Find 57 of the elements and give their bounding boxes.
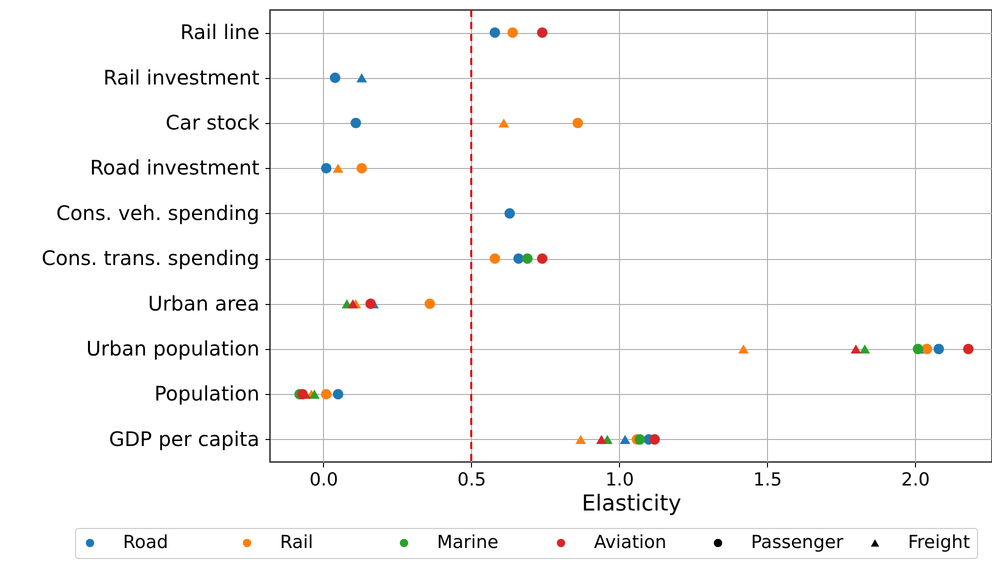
point bbox=[572, 118, 583, 128]
x-tick-label: 0.5 bbox=[457, 470, 486, 490]
y-tick-label: Rail investment bbox=[103, 65, 260, 90]
y-tick-label: GDP per capita bbox=[109, 426, 260, 451]
point bbox=[490, 27, 500, 38]
legend-label: Marine bbox=[437, 532, 498, 553]
point bbox=[912, 344, 924, 354]
point bbox=[350, 118, 362, 128]
point bbox=[738, 344, 749, 354]
y-tick-label: Cons. trans. spending bbox=[42, 246, 260, 270]
legend-label: Freight bbox=[908, 532, 970, 553]
x-tick-label: 0.0 bbox=[309, 470, 338, 490]
point bbox=[320, 388, 332, 400]
point bbox=[536, 27, 548, 38]
legend-label: Passenger bbox=[751, 532, 844, 553]
x-tick-label: 2.0 bbox=[901, 470, 930, 490]
point bbox=[963, 344, 974, 354]
point bbox=[649, 434, 660, 445]
x-tick-label: 1.5 bbox=[753, 470, 782, 490]
point bbox=[498, 118, 510, 128]
y-tick-label: Cons. veh. spending bbox=[56, 200, 260, 225]
point bbox=[860, 344, 870, 354]
point bbox=[309, 390, 320, 399]
legend-label: Rail bbox=[280, 532, 314, 553]
y-tick-label: Road investment bbox=[90, 156, 260, 180]
x-tick-label: 1.0 bbox=[605, 470, 634, 490]
y-tick-label: Rail line bbox=[180, 20, 260, 44]
point bbox=[424, 298, 436, 310]
point bbox=[490, 253, 500, 264]
point bbox=[332, 164, 344, 173]
legend-label: Road bbox=[123, 532, 168, 553]
y-tick-label: Urban area bbox=[148, 291, 260, 316]
legend-label: Aviation bbox=[594, 532, 666, 553]
point bbox=[356, 73, 367, 82]
point bbox=[522, 253, 533, 264]
y-tick-label: Urban population bbox=[86, 336, 260, 360]
point bbox=[330, 72, 340, 84]
point bbox=[620, 434, 630, 444]
point bbox=[300, 390, 311, 399]
point bbox=[933, 344, 944, 354]
point bbox=[634, 434, 646, 445]
point bbox=[850, 344, 862, 354]
point bbox=[332, 388, 344, 400]
y-tick-label: Population bbox=[154, 382, 260, 406]
point bbox=[348, 299, 358, 308]
point bbox=[575, 434, 586, 444]
point bbox=[536, 253, 548, 264]
point bbox=[507, 27, 518, 38]
point bbox=[513, 253, 524, 264]
point bbox=[504, 208, 515, 219]
point bbox=[596, 434, 607, 444]
point bbox=[320, 162, 332, 174]
point bbox=[356, 162, 367, 174]
point bbox=[365, 298, 376, 310]
x-axis-title: Elasticity bbox=[582, 492, 682, 516]
point bbox=[922, 344, 932, 354]
y-tick-label: Car stock bbox=[166, 110, 260, 134]
